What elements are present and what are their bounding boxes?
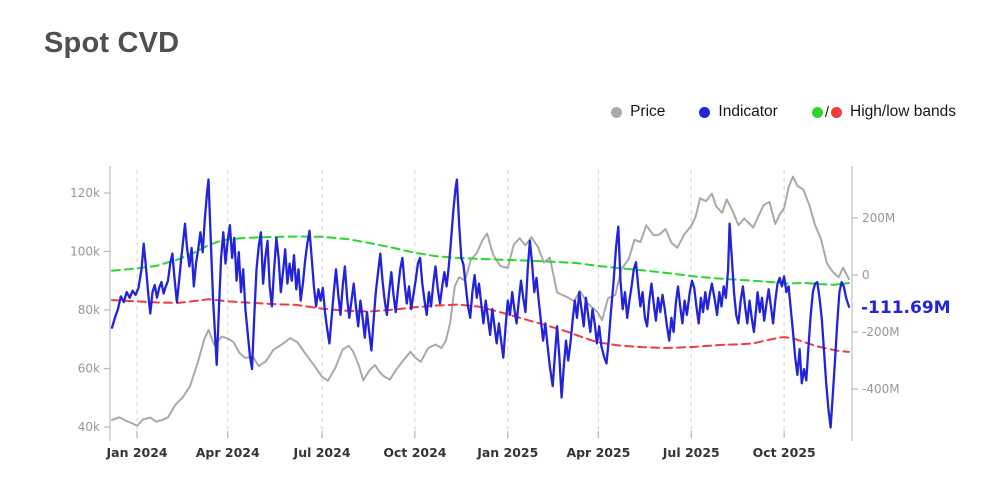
right-tick-label: 0 — [862, 268, 870, 282]
x-tick-label: Jul 2024 — [293, 445, 351, 460]
left-tick-label: 40k — [78, 420, 100, 434]
x-tick-label: Jul 2025 — [662, 445, 720, 460]
indicator-legend-dot — [699, 106, 711, 118]
price-legend-label: Price — [630, 103, 666, 120]
left-tick-label: 120k — [70, 186, 100, 200]
high-band-legend-dot — [811, 106, 823, 118]
left-tick-label: 100k — [70, 245, 100, 259]
current-value-label: -111.69M — [861, 298, 951, 318]
right-tick-label: -400M — [862, 382, 900, 396]
x-tick-label: Oct 2025 — [753, 445, 816, 460]
legend-item-bands[interactable]: / High/low bands — [811, 103, 956, 121]
legend-item-price[interactable]: Price — [611, 103, 665, 121]
right-tick-label: -200M — [862, 325, 900, 339]
band-dots: / — [811, 103, 843, 121]
price-line — [111, 175, 850, 427]
x-tick-label: Oct 2024 — [383, 445, 446, 460]
left-tick-label: 60k — [78, 362, 100, 376]
x-tick-label: Jan 2024 — [105, 445, 167, 460]
indicator-line — [110, 178, 851, 429]
price-legend-dot — [611, 106, 623, 118]
band-separator: / — [824, 103, 830, 121]
bands-legend-label: High/low bands — [850, 103, 956, 120]
indicator-legend-label: Indicator — [718, 103, 778, 120]
x-tick-label: Jan 2025 — [476, 445, 538, 460]
high-band-line — [111, 235, 850, 286]
legend-item-indicator[interactable]: Indicator — [699, 103, 778, 121]
right-tick-label: 200M — [862, 211, 895, 225]
page-title: Spot CVD — [44, 27, 180, 59]
low-band-legend-dot — [831, 106, 843, 118]
legend: Price Indicator / High/low bands — [611, 103, 956, 121]
x-tick-label: Apr 2024 — [196, 445, 260, 460]
x-tick-label: Apr 2025 — [566, 445, 630, 460]
left-tick-label: 80k — [78, 303, 100, 317]
